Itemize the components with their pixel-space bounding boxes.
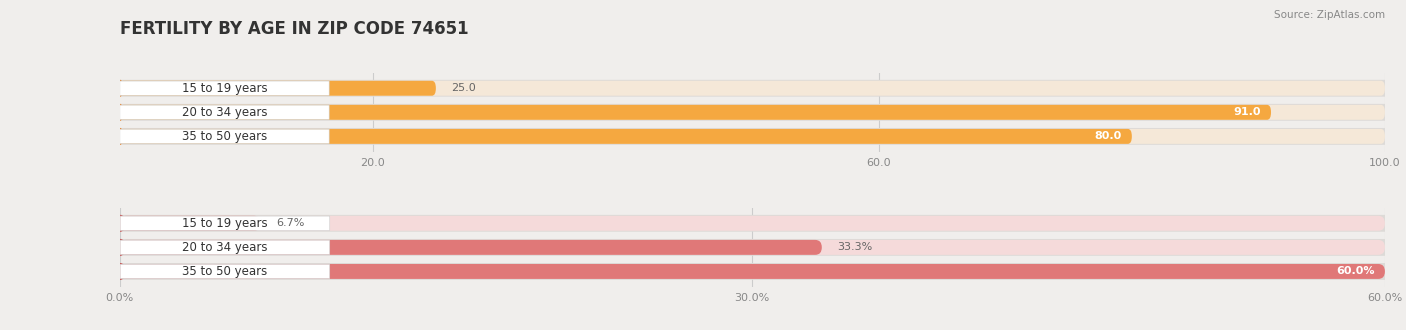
FancyBboxPatch shape — [120, 81, 436, 96]
Circle shape — [115, 105, 124, 120]
Text: 60.0%: 60.0% — [1336, 266, 1375, 277]
Text: 33.3%: 33.3% — [837, 242, 872, 252]
FancyBboxPatch shape — [120, 129, 1132, 144]
FancyBboxPatch shape — [120, 129, 1385, 144]
Circle shape — [112, 240, 127, 255]
Text: 15 to 19 years: 15 to 19 years — [181, 82, 267, 95]
FancyBboxPatch shape — [120, 105, 1271, 120]
FancyBboxPatch shape — [112, 239, 1392, 256]
Text: FERTILITY BY AGE IN ZIP CODE 74651: FERTILITY BY AGE IN ZIP CODE 74651 — [120, 20, 468, 38]
FancyBboxPatch shape — [120, 216, 262, 231]
FancyBboxPatch shape — [120, 81, 329, 95]
FancyBboxPatch shape — [120, 129, 329, 144]
FancyBboxPatch shape — [120, 216, 1385, 231]
Text: 91.0: 91.0 — [1233, 107, 1261, 117]
Text: 35 to 50 years: 35 to 50 years — [181, 130, 267, 143]
Text: 25.0: 25.0 — [451, 83, 475, 93]
FancyBboxPatch shape — [120, 264, 1385, 279]
FancyBboxPatch shape — [120, 105, 329, 119]
FancyBboxPatch shape — [120, 216, 330, 231]
FancyBboxPatch shape — [120, 264, 1385, 279]
FancyBboxPatch shape — [120, 264, 330, 279]
FancyBboxPatch shape — [120, 81, 1385, 96]
FancyBboxPatch shape — [112, 215, 1392, 232]
Circle shape — [112, 215, 127, 231]
FancyBboxPatch shape — [120, 240, 1385, 255]
Circle shape — [115, 129, 124, 144]
FancyBboxPatch shape — [112, 80, 1392, 97]
Text: 6.7%: 6.7% — [276, 218, 304, 228]
Text: 20 to 34 years: 20 to 34 years — [183, 241, 267, 254]
Circle shape — [112, 264, 127, 279]
Text: 15 to 19 years: 15 to 19 years — [183, 217, 267, 230]
FancyBboxPatch shape — [112, 128, 1392, 145]
FancyBboxPatch shape — [120, 240, 821, 255]
Text: Source: ZipAtlas.com: Source: ZipAtlas.com — [1274, 10, 1385, 20]
FancyBboxPatch shape — [112, 263, 1392, 280]
FancyBboxPatch shape — [112, 104, 1392, 121]
FancyBboxPatch shape — [120, 105, 1385, 120]
Text: 20 to 34 years: 20 to 34 years — [181, 106, 267, 119]
Text: 80.0: 80.0 — [1094, 131, 1122, 141]
Circle shape — [115, 81, 124, 96]
Text: 35 to 50 years: 35 to 50 years — [183, 265, 267, 278]
FancyBboxPatch shape — [120, 240, 330, 255]
